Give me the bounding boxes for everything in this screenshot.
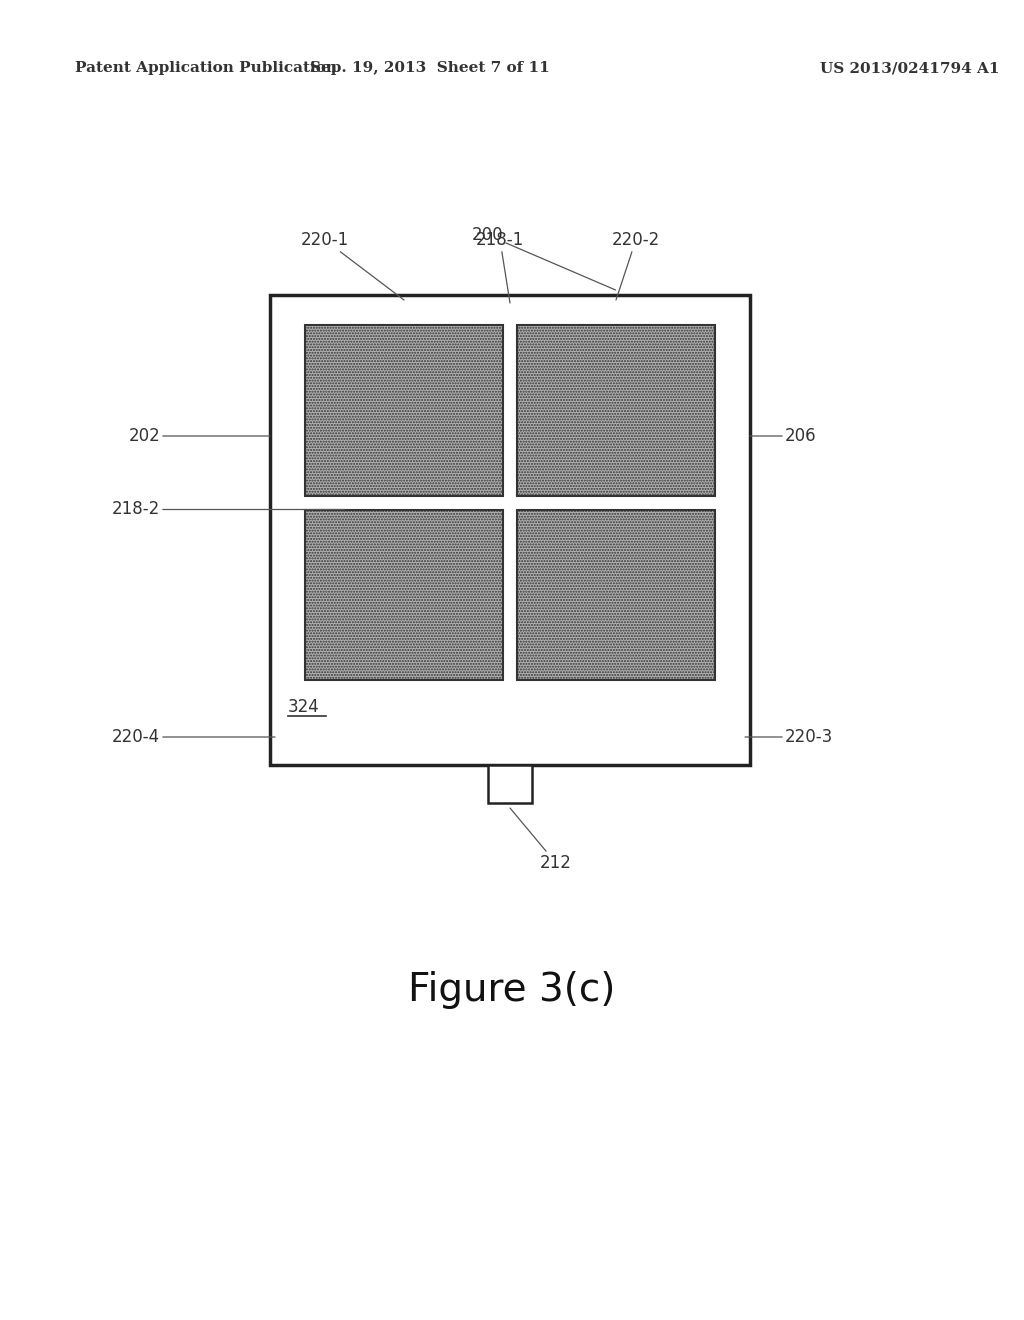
Text: 324: 324 [288,698,319,715]
Text: 212: 212 [510,808,571,873]
Text: 200: 200 [472,226,615,290]
Text: 220-2: 220-2 [611,231,659,300]
Bar [517,325,715,495]
Text: 220-1: 220-1 [301,231,404,300]
Bar [517,510,715,680]
Text: Figure 3(c): Figure 3(c) [409,972,615,1008]
Bar [270,294,750,766]
Bar [488,766,532,803]
Text: US 2013/0241794 A1: US 2013/0241794 A1 [820,61,999,75]
Text: 206: 206 [750,426,816,445]
Text: 220-3: 220-3 [745,729,834,746]
Text: 218-2: 218-2 [112,500,345,519]
Text: 218-1: 218-1 [476,231,524,304]
Bar [305,510,503,680]
Text: 220-4: 220-4 [112,729,275,746]
Bar [305,325,503,495]
Text: Sep. 19, 2013  Sheet 7 of 11: Sep. 19, 2013 Sheet 7 of 11 [310,61,550,75]
Text: 202: 202 [128,426,270,445]
Text: Patent Application Publication: Patent Application Publication [75,61,337,75]
